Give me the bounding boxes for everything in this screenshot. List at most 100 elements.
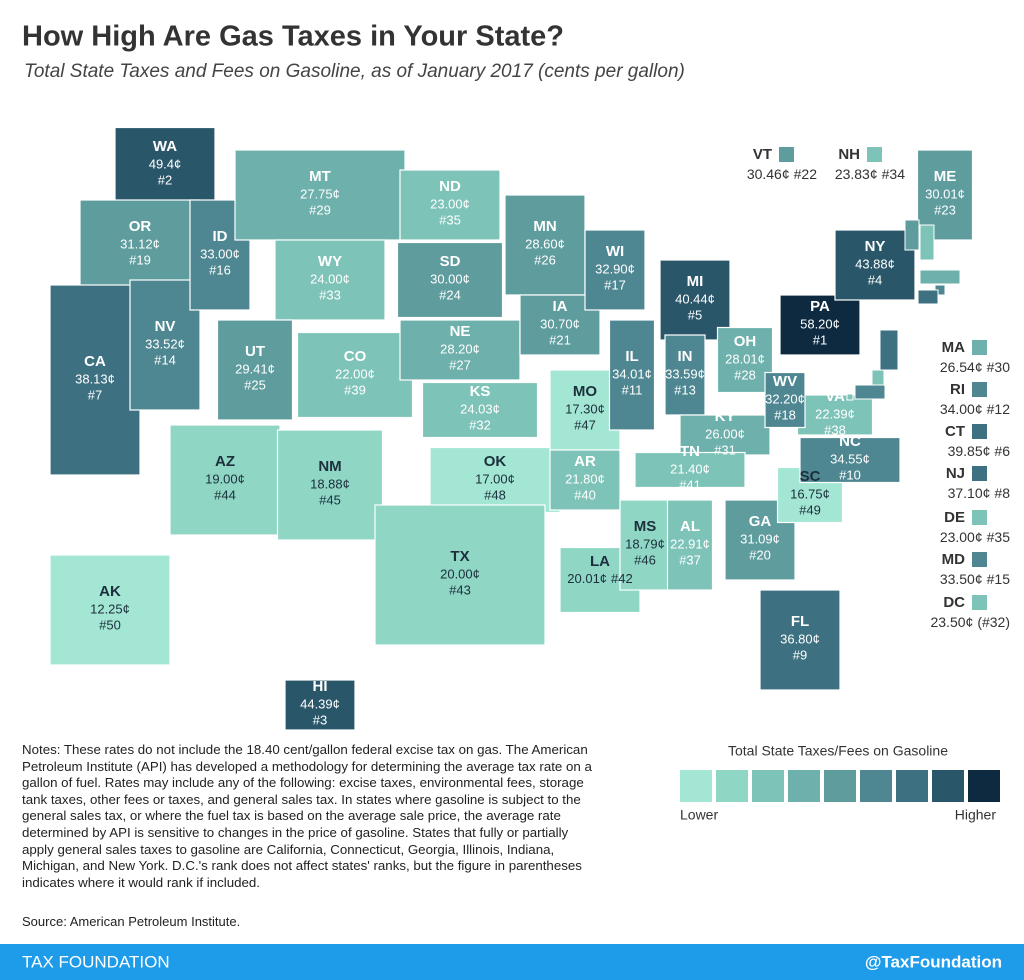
state-swatch [972, 466, 987, 481]
state-shape [834, 229, 916, 301]
state-shape [396, 241, 504, 319]
legend-swatch [932, 770, 964, 802]
state-abbr: CO [344, 348, 367, 365]
state-value: 36.80¢ [780, 631, 820, 646]
state-shape [879, 329, 899, 371]
state-abbr: CT [945, 423, 965, 440]
state-rank: #22 [794, 166, 818, 182]
state-abbr: FL [791, 613, 809, 630]
state-rank: #4 [868, 272, 882, 287]
state-rank: #18 [774, 407, 796, 422]
state-value: 32.90¢ [595, 261, 635, 276]
state-abbr: VA [825, 388, 845, 405]
state-value: 32.20¢ [765, 391, 805, 406]
state-rank: #25 [244, 377, 266, 392]
state-shape [276, 429, 384, 541]
state-shape [764, 371, 806, 429]
state-value: 23.83¢ [835, 166, 878, 182]
state-abbr: IA [553, 298, 568, 315]
state-swatch [972, 510, 987, 525]
state-rank: #43 [449, 582, 471, 597]
state-value: 18.88¢ [310, 476, 350, 491]
state-shape [664, 334, 706, 416]
state-rank: #14 [154, 352, 176, 367]
state-abbr: WV [773, 373, 797, 390]
state-value: 18.79¢ [625, 536, 665, 551]
state-abbr: SC [800, 468, 821, 485]
state-rank: #44 [214, 487, 236, 502]
legend-high: Higher [955, 807, 997, 823]
state-value: 43.88¢ [855, 256, 895, 271]
state-value: 20.00¢ [440, 566, 480, 581]
state-rank: #16 [209, 262, 231, 277]
state-swatch [972, 424, 987, 439]
state-rank: #48 [484, 487, 506, 502]
state-abbr: DE [944, 509, 965, 526]
state-abbr: DC [943, 594, 965, 611]
footer-left: TAX FOUNDATION [22, 952, 170, 971]
state-shape [296, 331, 414, 419]
state-abbr: NV [155, 318, 176, 335]
state-swatch [972, 382, 987, 397]
state-value: 20.01¢ [567, 571, 607, 586]
state-swatch [779, 147, 794, 162]
state-rank: #6 [994, 443, 1010, 459]
state-rank: #26 [534, 252, 556, 267]
state-rank: #40 [574, 487, 596, 502]
state-value: 24.03¢ [460, 401, 500, 416]
state-value: 23.00¢ [430, 196, 470, 211]
state-shape [854, 384, 886, 400]
state-abbr: AK [99, 583, 121, 600]
state-swatch [972, 552, 987, 567]
state-rank: #35 [987, 529, 1011, 545]
state-value: 33.50¢ #15 [940, 571, 1010, 587]
state-shape [679, 414, 771, 456]
state-shape [919, 224, 935, 261]
state-value: 31.09¢ [740, 531, 780, 546]
state-rank: #38 [824, 422, 846, 437]
state-abbr: NM [318, 458, 341, 475]
state-abbr: MT [309, 168, 331, 185]
state-value: 26.54¢ #30 [940, 359, 1010, 375]
state-value: 30.46¢ #22 [747, 166, 817, 182]
state-value: 26.54¢ [940, 359, 983, 375]
state-shape [666, 499, 714, 591]
state-rank: #1 [813, 332, 827, 347]
state-abbr: LA [590, 553, 610, 570]
state-shape [584, 229, 646, 311]
state-abbr: GA [749, 513, 772, 530]
state-rank: #50 [99, 617, 121, 632]
state-shape [634, 451, 746, 489]
legend-swatch [788, 770, 820, 802]
state-shape [399, 319, 521, 381]
state-shape [429, 446, 561, 514]
state-rank: #32 [469, 417, 491, 432]
state-shape [129, 279, 201, 411]
state-value: 58.20¢ [800, 316, 840, 331]
state-rank: #27 [449, 357, 471, 372]
state-rank: #29 [309, 202, 331, 217]
state-abbr: HI [313, 678, 328, 695]
state-rank: #45 [319, 492, 341, 507]
state-rank: #42 [611, 571, 633, 586]
state-abbr: NH [838, 146, 860, 163]
state-rank: #8 [994, 485, 1010, 501]
state-shape [904, 219, 920, 251]
state-value: 28.60¢ [525, 236, 565, 251]
state-abbr: TX [450, 548, 469, 565]
state-rank: #2 [158, 172, 172, 187]
state-rank: #41 [679, 477, 701, 492]
state-value: 23.83¢ #34 [835, 166, 905, 182]
state-rank: #19 [129, 252, 151, 267]
state-value: 37.10¢ #8 [948, 485, 1011, 501]
state-value: 27.75¢ [300, 186, 340, 201]
state-rank: #11 [622, 382, 643, 397]
state-rank: #7 [88, 387, 102, 402]
state-value: 33.00¢ [200, 246, 240, 261]
legend-swatch [824, 770, 856, 802]
state-abbr: MD [942, 551, 965, 568]
state-value: 21.80¢ [565, 471, 605, 486]
state-value: 19.00¢ [205, 471, 245, 486]
state-abbr: IN [678, 348, 693, 365]
